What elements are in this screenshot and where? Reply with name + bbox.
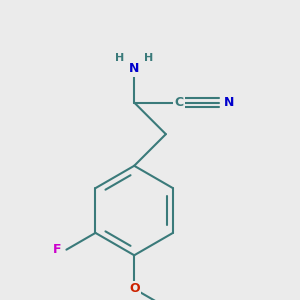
Text: C: C [174, 96, 184, 109]
Text: F: F [53, 243, 61, 256]
Text: O: O [129, 282, 140, 295]
Text: H: H [144, 53, 154, 63]
Text: H: H [115, 53, 124, 63]
Text: N: N [224, 96, 234, 109]
Text: N: N [129, 62, 140, 76]
